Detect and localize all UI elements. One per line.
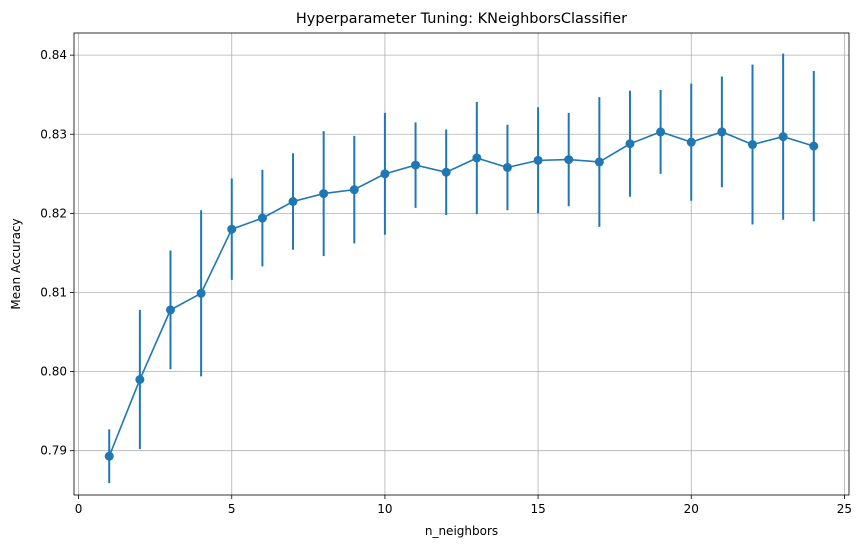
data-point [411, 160, 421, 170]
y-tick-label: 0.82 [40, 206, 67, 220]
data-point [748, 140, 758, 150]
data-point [380, 169, 390, 179]
grid-lines [74, 33, 849, 495]
data-point [564, 155, 574, 165]
data-point [686, 137, 696, 147]
plot-frame [73, 32, 850, 496]
x-tick-label: 5 [228, 502, 236, 516]
x-tick-label: 10 [377, 502, 392, 516]
series-line [108, 131, 815, 457]
data-point [594, 157, 604, 167]
y-tick-label: 0.83 [40, 127, 67, 141]
data-point [778, 132, 788, 142]
chart-title: Hyperparameter Tuning: KNeighborsClassif… [296, 11, 627, 27]
x-tick-label: 15 [530, 502, 545, 516]
data-point [533, 155, 543, 165]
data-point [441, 167, 451, 177]
data-point [349, 185, 359, 195]
data-point [717, 127, 727, 137]
data-point [196, 288, 206, 298]
data-point [135, 375, 145, 384]
axis-ticks: 0 5 10 15 20 25 0.79 0.80 0.81 0.82 0.83 0.84 [40, 48, 852, 516]
x-tick-label: 0 [75, 502, 83, 516]
data-point [502, 162, 512, 172]
data-series [104, 53, 819, 484]
x-axis-label: n_neighbors [425, 524, 498, 538]
y-axis-label: Mean Accuracy [9, 218, 23, 309]
data-point [319, 189, 329, 199]
x-tick-label: 20 [684, 502, 699, 516]
data-point [165, 305, 175, 315]
y-tick-label: 0.79 [40, 444, 67, 458]
y-tick-label: 0.81 [40, 285, 67, 299]
data-point [257, 213, 267, 223]
data-point [656, 127, 666, 137]
data-point [288, 197, 298, 207]
data-point [227, 224, 237, 234]
x-tick-label: 25 [837, 502, 852, 516]
data-point [472, 153, 482, 163]
data-point [104, 451, 114, 461]
data-point [809, 141, 819, 151]
y-tick-label: 0.80 [40, 365, 67, 379]
data-point [625, 139, 635, 149]
y-tick-label: 0.84 [40, 48, 67, 62]
